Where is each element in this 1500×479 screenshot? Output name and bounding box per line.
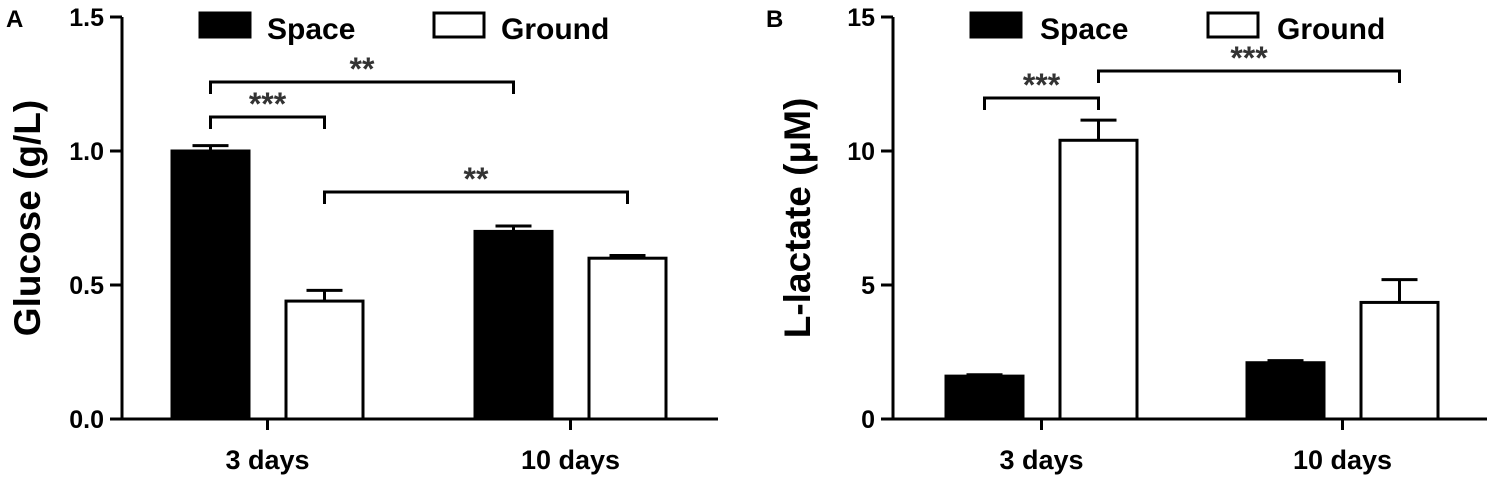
legend-label-space: Space <box>267 13 355 46</box>
significance-bracket <box>209 115 326 129</box>
legend-swatch-space <box>198 11 252 39</box>
significance-label: *** <box>1023 67 1061 103</box>
legend-label-space: Space <box>1040 13 1128 46</box>
y-tick-label: 15 <box>847 4 875 32</box>
y-tick-label: 1.5 <box>69 4 104 32</box>
legend-swatch-ground <box>1206 11 1260 39</box>
bar-ground-0 <box>1058 138 1139 421</box>
bar-space-1 <box>473 229 554 421</box>
y-tick-label: 1.0 <box>69 138 104 166</box>
category-label: 10 days <box>521 445 620 475</box>
significance-bracket <box>209 80 515 94</box>
significance-bracket <box>323 190 629 204</box>
bar-space-1 <box>1245 361 1326 421</box>
y-axis-label: L-lactate (μM) <box>777 98 818 339</box>
category-label: 3 days <box>999 445 1083 475</box>
legend-label-ground: Ground <box>1277 13 1385 46</box>
panel-b: B 0 5 10 15 L-lactate (μM) 3 days 10 days Space G… <box>766 4 1487 475</box>
significance-label: *** <box>249 86 287 122</box>
y-tick-label: 0 <box>861 406 875 434</box>
significance-label: ** <box>464 161 489 197</box>
bar-space-0 <box>170 149 251 421</box>
panel-letter: B <box>766 6 783 33</box>
y-tick-label: 5 <box>861 272 875 300</box>
significance-label: *** <box>1230 40 1268 76</box>
bar-space-0 <box>944 374 1025 421</box>
significance-bracket <box>983 96 1100 110</box>
panel-letter: A <box>6 6 23 33</box>
legend-swatch-space <box>969 11 1023 39</box>
y-tick-label: 0.5 <box>69 272 104 300</box>
bar-ground-1 <box>1359 300 1440 421</box>
y-axis-label: Glucose (g/L) <box>7 100 48 336</box>
legend-swatch-ground <box>432 11 486 39</box>
bar-ground-1 <box>587 256 668 421</box>
bar-ground-0 <box>284 299 365 421</box>
significance-bracket <box>1097 69 1401 83</box>
panel-a: A 0.0 0.5 1.0 1.5 Glucose (g/L) 3 days 10 days S… <box>6 4 718 475</box>
legend-label-ground: Ground <box>501 13 609 46</box>
significance-label: ** <box>350 51 375 87</box>
y-tick-label: 0.0 <box>69 406 104 434</box>
category-label: 10 days <box>1293 445 1392 475</box>
y-tick-label: 10 <box>847 138 875 166</box>
category-label: 3 days <box>225 445 309 475</box>
